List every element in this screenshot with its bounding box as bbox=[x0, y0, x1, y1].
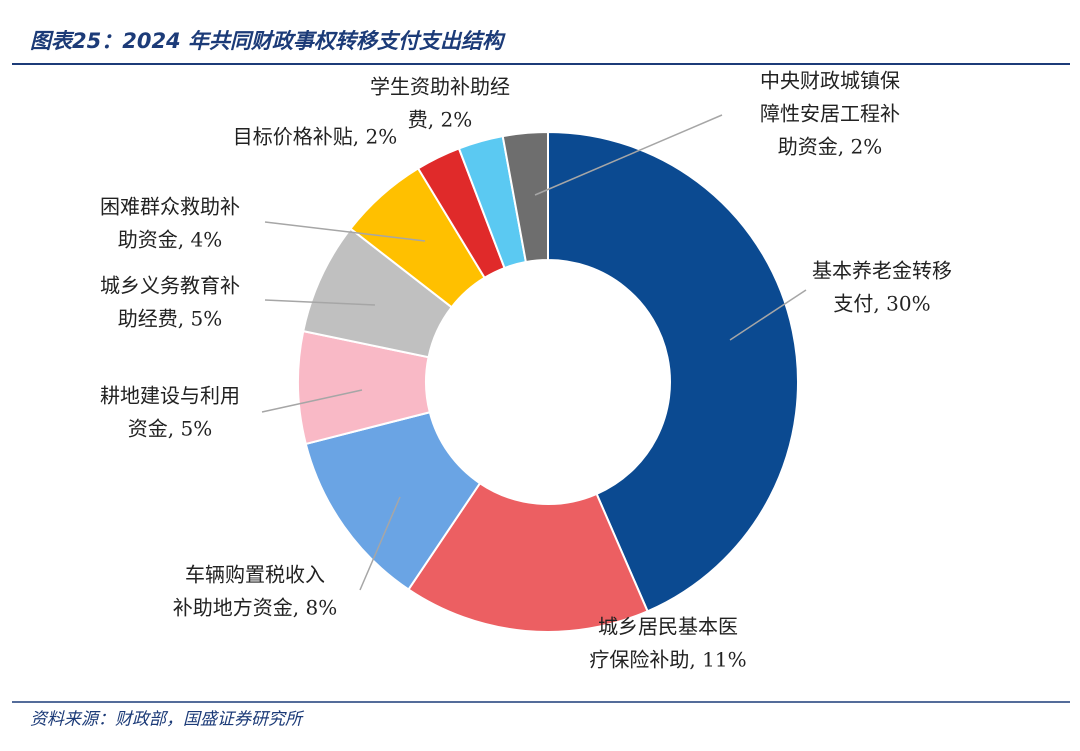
data-label: 车辆购置税收入 bbox=[185, 563, 325, 587]
data-label: 助资金, 2% bbox=[778, 135, 882, 159]
data-label: 助资金, 4% bbox=[118, 228, 222, 252]
data-label: 资金, 5% bbox=[128, 417, 212, 441]
data-label: 学生资助补助经 bbox=[370, 75, 510, 99]
data-label: 耕地建设与利用 bbox=[100, 384, 240, 408]
data-label: 支付, 30% bbox=[833, 292, 930, 316]
data-label: 基本养老金转移 bbox=[812, 259, 952, 283]
data-label: 疗保险补助, 11% bbox=[589, 648, 746, 672]
data-label: 助经费, 5% bbox=[118, 307, 222, 331]
source: 资料来源：财政部，国盛证券研究所 bbox=[30, 710, 305, 730]
donut-slice bbox=[501, 130, 549, 264]
donut-slice bbox=[407, 481, 649, 633]
leader-line bbox=[359, 496, 401, 591]
leader-line bbox=[261, 389, 363, 413]
data-label: 城乡居民基本医 bbox=[598, 615, 738, 639]
data-label: 费, 2% bbox=[408, 108, 472, 132]
donut-slice bbox=[547, 130, 799, 613]
data-label: 障性安居工程补 bbox=[760, 102, 900, 126]
data-label: 城乡义务教育补 bbox=[100, 274, 240, 298]
leader-line bbox=[264, 221, 426, 242]
leader-line bbox=[729, 289, 807, 341]
chart-title: 图表25：2024 年共同财政事权转移支付支出结构 bbox=[30, 29, 506, 53]
leader-line bbox=[534, 114, 723, 196]
data-label: 目标价格补贴, 2% bbox=[233, 125, 397, 149]
leader-line bbox=[264, 299, 376, 306]
data-label: 中央财政城镇保 bbox=[760, 69, 900, 93]
data-label: 补助地方资金, 8% bbox=[173, 596, 337, 620]
data-label: 困难群众救助补 bbox=[100, 195, 240, 219]
